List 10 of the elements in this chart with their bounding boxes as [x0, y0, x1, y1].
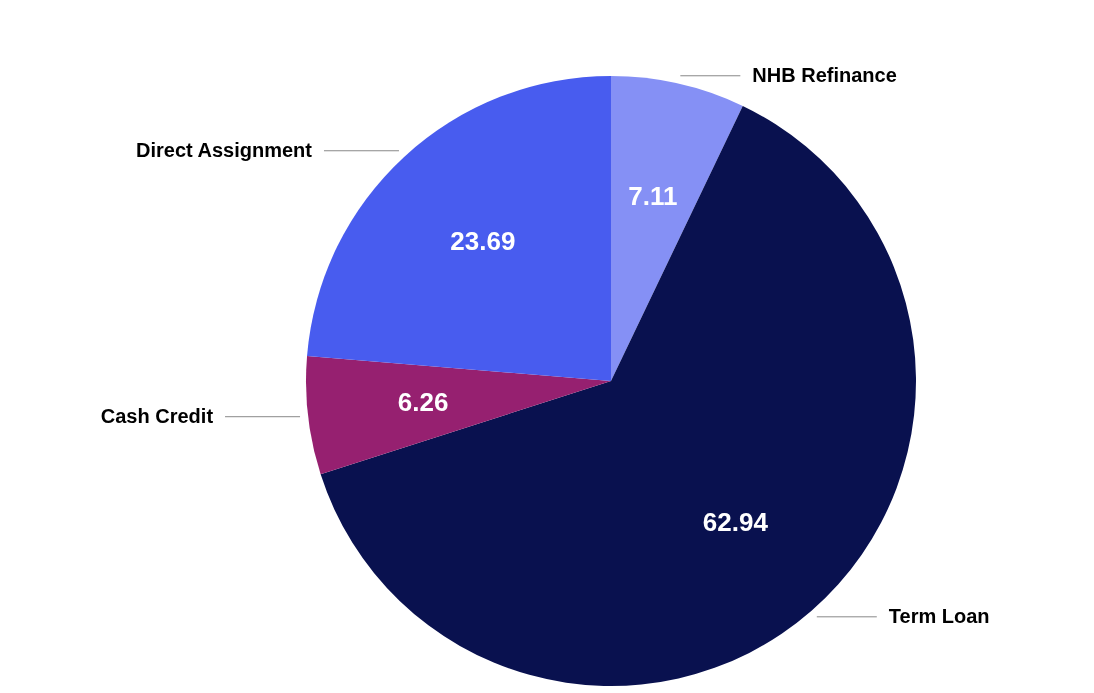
slice-label: NHB Refinance: [752, 63, 897, 86]
data-label: 23.69: [450, 225, 516, 256]
slice-label: Term Loan: [888, 604, 990, 627]
pie-slice: [306, 355, 611, 475]
data-label: 62.94: [702, 507, 769, 538]
pie-slice: [611, 76, 743, 381]
slice-label: Direct Assignment: [136, 138, 313, 161]
slice-label: Cash Credit: [100, 404, 214, 427]
data-label: 7.11: [628, 180, 678, 211]
data-label: 6.26: [397, 386, 449, 417]
